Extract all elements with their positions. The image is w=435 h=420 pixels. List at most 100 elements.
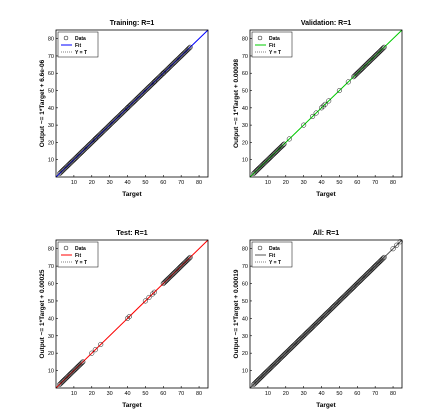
data-point [362, 62, 368, 68]
data-point [268, 364, 274, 370]
data-point [274, 359, 280, 365]
x-tick-label: 40 [124, 391, 130, 397]
data-point [91, 137, 97, 143]
data-point [69, 369, 75, 375]
data-point [151, 79, 157, 85]
data-point [102, 126, 108, 132]
data-point [297, 336, 303, 342]
y-axis-label: Output ~= 1*Target + 0.00025 [39, 269, 46, 358]
data-point [341, 294, 347, 300]
data-point [273, 360, 279, 366]
data-point [375, 50, 381, 56]
x-tick-label: 30 [107, 180, 113, 186]
data-point [344, 291, 350, 297]
data-point [66, 372, 72, 378]
x-tick-label: 80 [390, 180, 396, 186]
data-point [252, 169, 258, 175]
data-point [281, 352, 287, 358]
data-point [319, 105, 325, 111]
data-point [108, 120, 114, 126]
data-point [279, 354, 285, 360]
data-point [367, 268, 373, 274]
data-point [265, 157, 271, 163]
data-point [141, 89, 147, 95]
data-point [323, 311, 329, 317]
data-point [79, 360, 85, 366]
data-point [100, 128, 106, 134]
legend: Data Fit Y = T [57, 31, 99, 58]
x-tick-label: 70 [178, 180, 184, 186]
data-point [283, 350, 289, 356]
data-point [369, 267, 375, 273]
data-point [328, 306, 334, 312]
data-point [164, 67, 170, 73]
data-point [184, 48, 190, 54]
data-point [363, 62, 369, 68]
data-point [104, 125, 110, 131]
data-point [257, 375, 263, 381]
x-tick-label: 30 [107, 391, 113, 397]
x-tick-label: 20 [89, 391, 95, 397]
data-point [158, 73, 164, 79]
data-point [263, 369, 269, 375]
data-point [64, 164, 70, 170]
data-point [355, 69, 361, 75]
data-point [154, 76, 160, 82]
data-point [277, 355, 283, 361]
fit-line [55, 239, 209, 389]
data-point [260, 161, 266, 167]
data-point [345, 79, 351, 85]
data-point [293, 340, 300, 346]
data-point [397, 239, 403, 245]
data-point [135, 94, 141, 100]
data-point [375, 260, 381, 267]
data-point [145, 85, 151, 91]
y-tick-label: 60 [48, 282, 54, 288]
data-point [301, 333, 307, 339]
y-tick-label: 30 [242, 334, 248, 340]
x-tick-label: 60 [160, 180, 166, 186]
data-point [262, 159, 268, 165]
data-point [251, 171, 257, 177]
panel-test: Test: R=1 10 20 30 40 50 60 70 80 10 20 30 40 50 60 7… [39, 230, 209, 409]
data-point [319, 314, 325, 321]
data-point [92, 347, 98, 353]
data-point [254, 378, 260, 384]
data-point [132, 98, 138, 104]
data-point [352, 283, 358, 289]
x-tick-label: 50 [336, 391, 342, 397]
data-point [142, 298, 148, 304]
data-point [293, 341, 299, 347]
data-point [184, 257, 190, 263]
legend: Data Fit Y = T [57, 241, 99, 268]
data-point [81, 147, 87, 153]
data-point [142, 88, 148, 94]
data-point [378, 48, 384, 54]
data-point [257, 164, 263, 171]
data-point [276, 145, 283, 151]
y-tick-label: 70 [242, 264, 248, 270]
x-tick-label: 40 [124, 180, 130, 186]
data-point [282, 351, 288, 357]
data-point [256, 165, 262, 171]
data-point [186, 45, 192, 51]
data-point [299, 334, 305, 341]
data-point [174, 57, 180, 63]
data-point [291, 342, 297, 348]
data-point [259, 374, 265, 380]
data-point [106, 123, 112, 129]
data-point [185, 46, 191, 52]
data-point [125, 105, 131, 111]
data-point [306, 328, 312, 334]
data-point [131, 99, 137, 105]
data-point [114, 115, 120, 121]
data-point [354, 70, 360, 76]
data-point [367, 58, 373, 64]
data-point [371, 264, 377, 270]
plot-frame [249, 29, 403, 178]
legend-entry-data: Data [269, 246, 280, 252]
data-point [173, 268, 179, 274]
data-point [309, 325, 315, 331]
data-point [344, 290, 350, 296]
data-point [361, 274, 367, 280]
